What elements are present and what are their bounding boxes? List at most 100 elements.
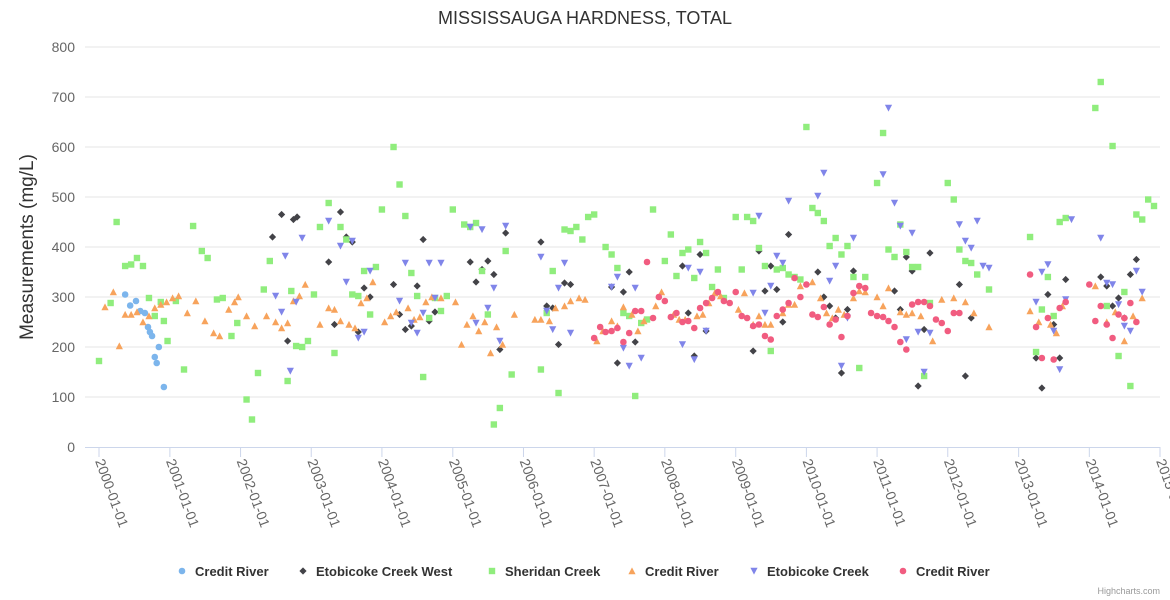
data-point[interactable] <box>148 332 156 340</box>
data-point[interactable] <box>369 278 377 286</box>
data-point[interactable] <box>684 309 692 317</box>
data-point[interactable] <box>985 323 993 331</box>
data-point[interactable] <box>401 259 409 267</box>
data-point[interactable] <box>151 304 159 312</box>
data-point[interactable] <box>832 316 839 323</box>
data-point[interactable] <box>655 293 663 301</box>
data-point[interactable] <box>581 295 589 303</box>
data-point[interactable] <box>401 325 409 334</box>
data-point[interactable] <box>803 281 810 288</box>
data-point[interactable] <box>457 340 466 348</box>
data-point[interactable] <box>926 302 934 310</box>
data-point[interactable] <box>272 292 280 300</box>
legend-label[interactable]: Etobicoke Creek West <box>316 564 453 579</box>
data-point[interactable] <box>917 312 925 320</box>
data-point[interactable] <box>109 288 117 296</box>
data-point[interactable] <box>926 329 934 337</box>
data-point[interactable] <box>814 192 822 200</box>
data-point[interactable] <box>133 254 141 262</box>
data-point[interactable] <box>884 284 893 292</box>
data-point[interactable] <box>920 372 928 380</box>
data-point[interactable] <box>808 278 817 286</box>
data-point[interactable] <box>466 223 474 231</box>
data-point[interactable] <box>631 307 639 315</box>
data-point[interactable] <box>1132 255 1140 264</box>
data-point[interactable] <box>554 284 563 292</box>
data-point[interactable] <box>292 298 300 306</box>
data-point[interactable] <box>855 282 863 290</box>
data-point[interactable] <box>785 271 792 278</box>
data-point[interactable] <box>814 268 822 276</box>
data-point[interactable] <box>816 294 825 302</box>
data-point[interactable] <box>1032 354 1040 362</box>
data-point[interactable] <box>349 291 356 298</box>
data-point[interactable] <box>216 332 224 340</box>
data-point[interactable] <box>490 270 498 279</box>
data-point[interactable] <box>566 297 575 305</box>
data-point[interactable] <box>413 292 421 300</box>
data-point[interactable] <box>955 221 963 229</box>
legend-symbol[interactable] <box>750 567 758 575</box>
data-point[interactable] <box>304 337 312 345</box>
data-point[interactable] <box>575 294 583 302</box>
data-point[interactable] <box>531 315 539 323</box>
data-point[interactable] <box>938 319 946 327</box>
data-point[interactable] <box>932 316 940 323</box>
data-point[interactable] <box>1097 234 1105 242</box>
data-point[interactable] <box>779 264 786 272</box>
data-point[interactable] <box>902 310 910 318</box>
data-point[interactable] <box>1126 327 1134 335</box>
data-point[interactable] <box>814 209 822 217</box>
data-point[interactable] <box>1056 354 1064 362</box>
data-point[interactable] <box>809 204 816 212</box>
data-point[interactable] <box>1108 281 1117 289</box>
data-point[interactable] <box>1086 281 1093 288</box>
data-point[interactable] <box>702 299 710 307</box>
data-point[interactable] <box>1108 302 1117 310</box>
data-point[interactable] <box>437 259 445 267</box>
data-point[interactable] <box>826 277 834 285</box>
data-point[interactable] <box>1133 318 1140 326</box>
data-point[interactable] <box>749 347 757 355</box>
data-point[interactable] <box>956 309 963 317</box>
data-point[interactable] <box>1044 290 1052 299</box>
data-point[interactable] <box>1150 202 1158 210</box>
data-point[interactable] <box>549 267 556 275</box>
data-point[interactable] <box>508 371 515 378</box>
data-point[interactable] <box>684 317 692 325</box>
data-point[interactable] <box>289 215 298 224</box>
data-point[interactable] <box>1038 384 1046 392</box>
data-point[interactable] <box>890 287 899 295</box>
data-point[interactable] <box>637 354 645 362</box>
data-point[interactable] <box>908 263 916 271</box>
data-point[interactable] <box>652 302 660 310</box>
data-point[interactable] <box>767 336 775 343</box>
data-point[interactable] <box>567 227 574 235</box>
data-point[interactable] <box>767 347 774 355</box>
data-point[interactable] <box>484 311 492 318</box>
data-point[interactable] <box>141 309 149 317</box>
data-point[interactable] <box>837 369 846 377</box>
data-point[interactable] <box>814 313 822 321</box>
data-point[interactable] <box>685 246 692 253</box>
data-point[interactable] <box>620 338 627 346</box>
data-point[interactable] <box>284 319 292 327</box>
data-point[interactable] <box>761 320 769 328</box>
data-point[interactable] <box>478 226 486 234</box>
data-point[interactable] <box>560 279 569 287</box>
data-point[interactable] <box>849 294 858 302</box>
data-point[interactable] <box>696 238 704 246</box>
data-point[interactable] <box>1092 317 1099 325</box>
data-point[interactable] <box>113 218 120 226</box>
data-point[interactable] <box>230 298 239 306</box>
data-point[interactable] <box>1138 294 1146 302</box>
data-point[interactable] <box>696 250 704 259</box>
data-point[interactable] <box>242 312 251 320</box>
data-point[interactable] <box>896 308 904 316</box>
data-point[interactable] <box>192 297 200 305</box>
data-point[interactable] <box>699 310 707 318</box>
data-point[interactable] <box>402 212 409 220</box>
data-point[interactable] <box>967 259 975 267</box>
data-point[interactable] <box>614 264 621 272</box>
data-point[interactable] <box>926 249 934 257</box>
